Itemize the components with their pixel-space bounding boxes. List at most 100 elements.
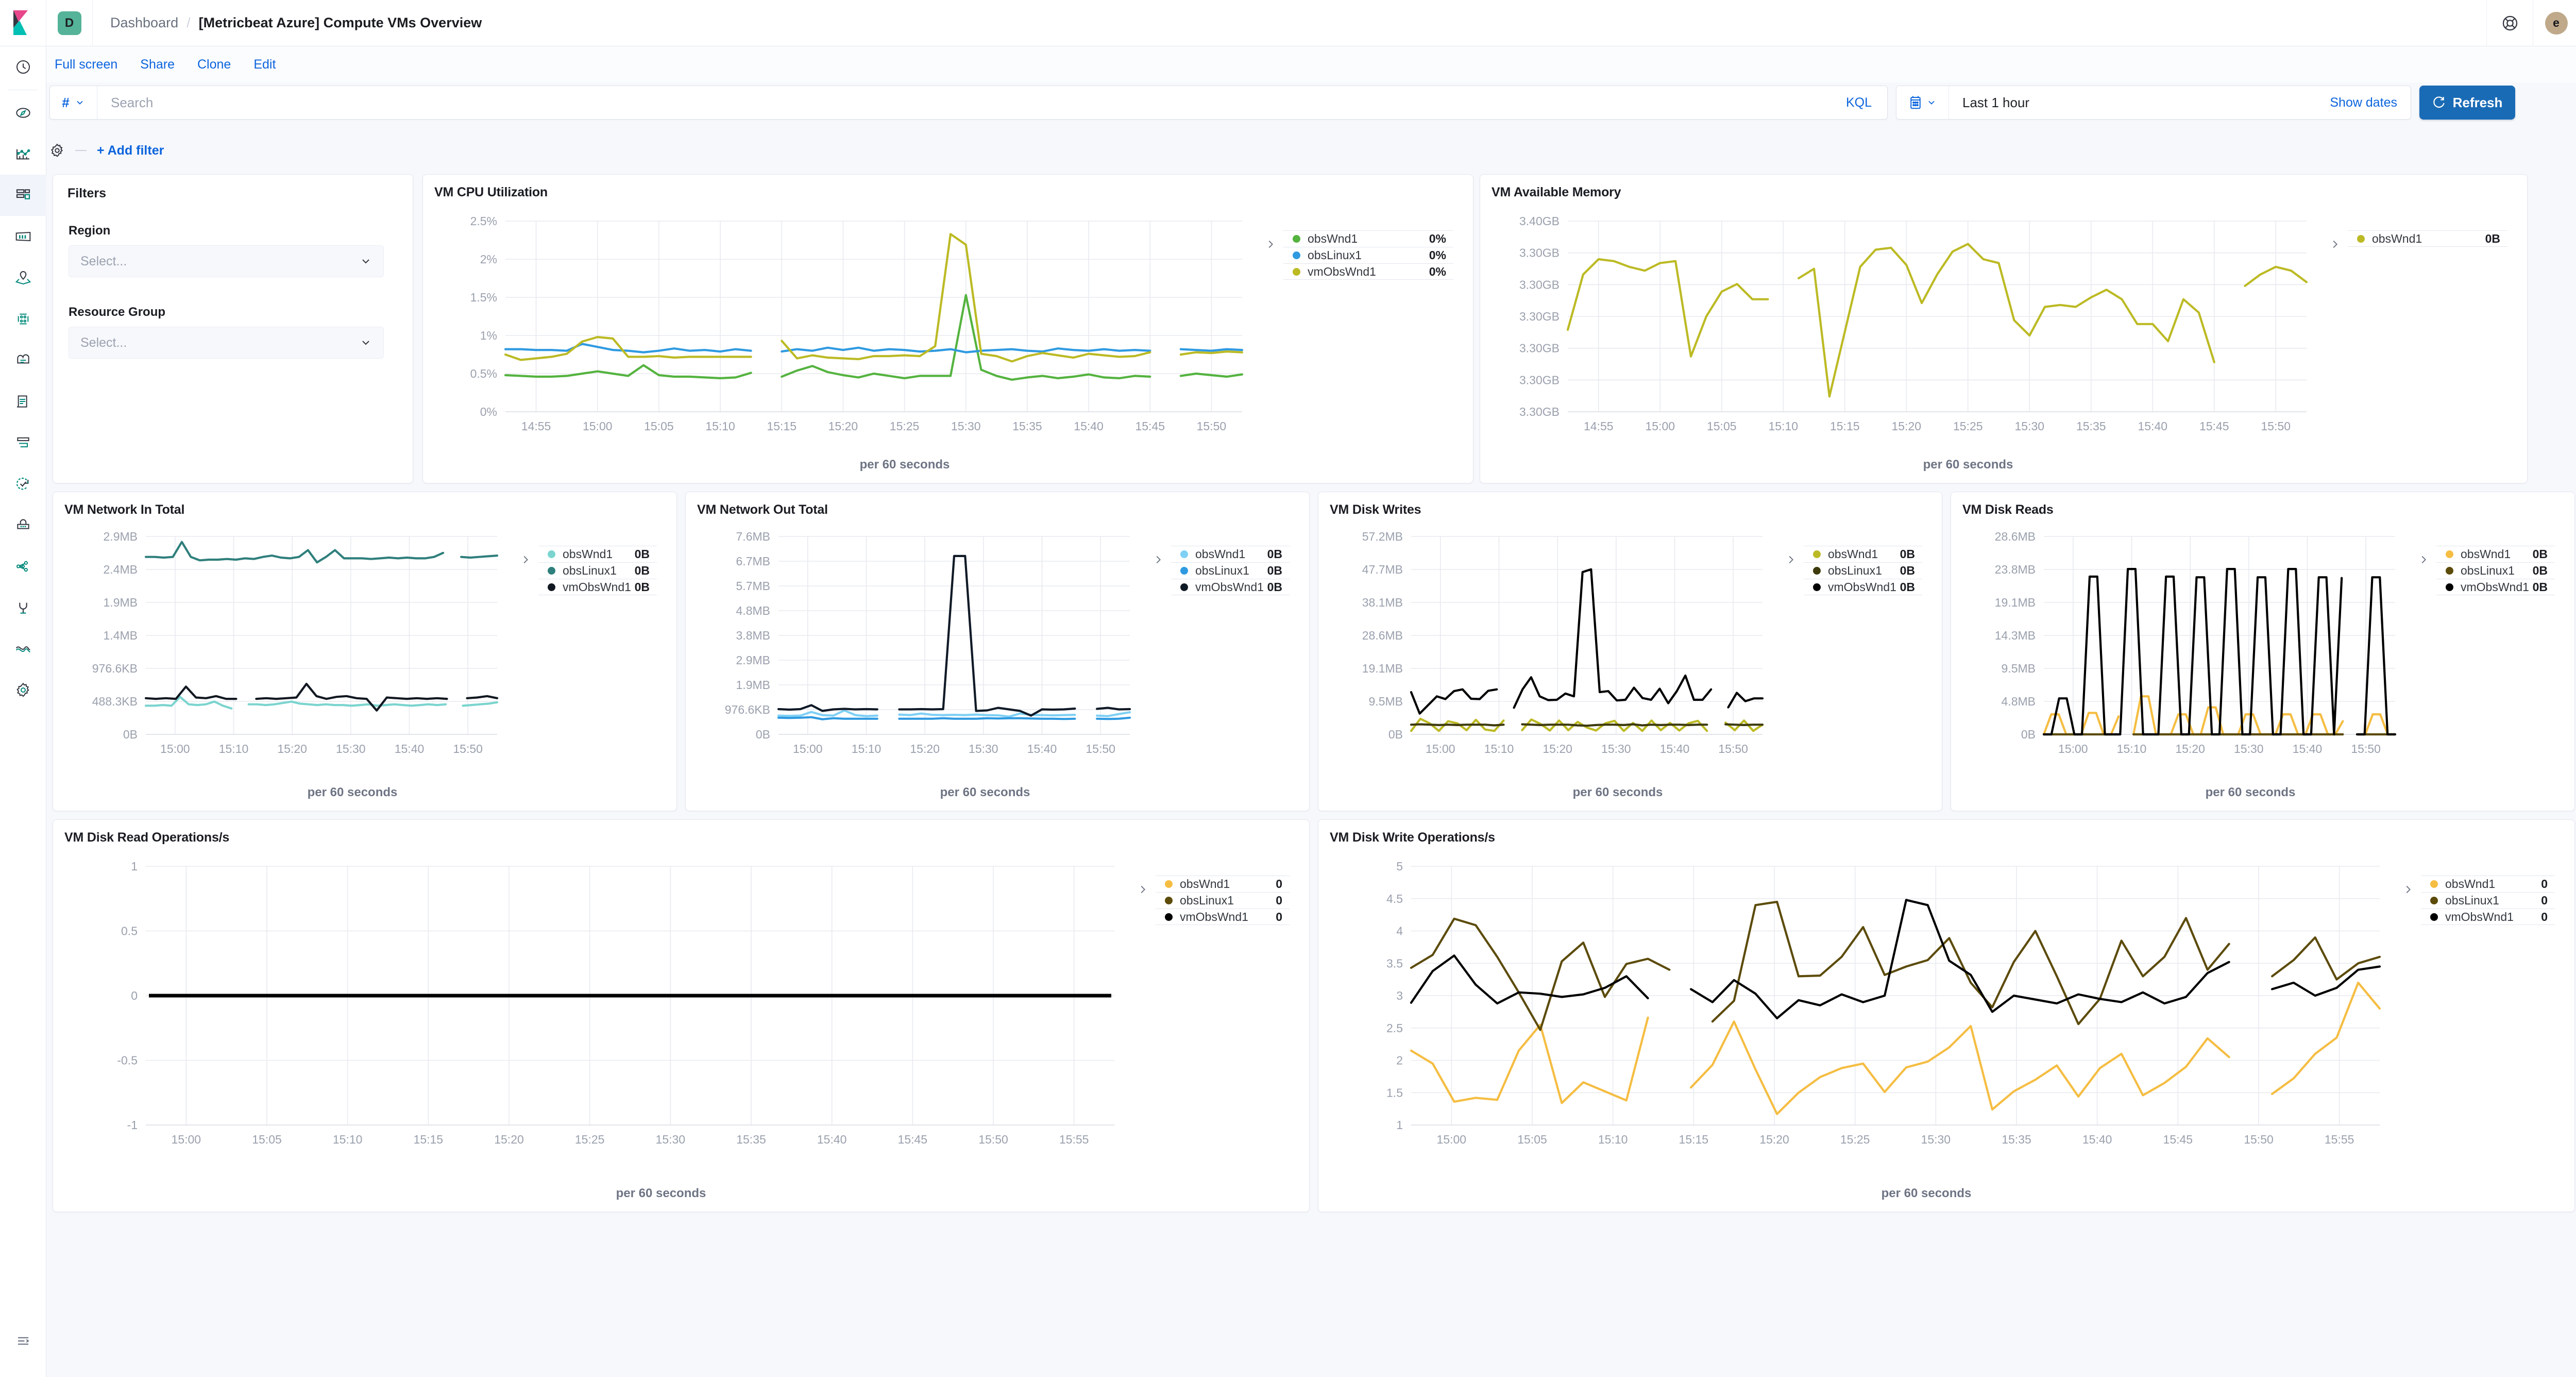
- collapse-rail-icon[interactable]: [0, 1320, 46, 1362]
- resource-group-select[interactable]: Select...: [69, 327, 384, 359]
- legend-item[interactable]: obsLinux1 0B: [2436, 562, 2555, 579]
- legend-item[interactable]: vmObsWnd1 0B: [2436, 579, 2555, 595]
- share-button[interactable]: Share: [140, 57, 175, 72]
- legend-item[interactable]: obsLinux1 0: [2421, 892, 2555, 909]
- sidebar-item-siem[interactable]: [0, 505, 46, 546]
- app-badge-cell[interactable]: D: [46, 0, 93, 46]
- legend-item[interactable]: obsLinux1 0%: [1283, 247, 1453, 263]
- sidebar-item-graph[interactable]: [0, 546, 46, 587]
- legend-item[interactable]: obsWnd1 0%: [1283, 230, 1453, 247]
- refresh-button[interactable]: Refresh: [2419, 86, 2515, 120]
- chart-panel-memory[interactable]: VM Available Memory 3.30GB 3.30GB 3.30GB 3.3…: [1480, 174, 2528, 483]
- legend-item[interactable]: obsLinux1 0B: [1171, 562, 1290, 579]
- chart-panel-cpu[interactable]: VM CPU Utilization 0% 0.5% 1% 1.5% 2% 2.5% 14:5…: [422, 174, 1473, 483]
- full-screen-button[interactable]: Full screen: [55, 57, 118, 72]
- sidebar-item-canvas[interactable]: [0, 216, 46, 257]
- show-dates-button[interactable]: Show dates: [2330, 95, 2397, 110]
- svg-text:15:10: 15:10: [705, 419, 735, 433]
- legend-expand-chevron-right-icon[interactable]: [2402, 883, 2414, 896]
- legend-expand-chevron-right-icon[interactable]: [1785, 553, 1797, 566]
- legend-item[interactable]: obsWnd1 0: [1156, 876, 1290, 892]
- svg-text:2.5: 2.5: [1386, 1021, 1403, 1035]
- legend-item[interactable]: obsLinux1 0B: [538, 562, 657, 579]
- chart-panel-disk_writes[interactable]: VM Disk Writes 0B 9.5MB 19.1MB 28.6MB 38.1MB 4…: [1318, 492, 1942, 811]
- sidebar-item-infrastructure[interactable]: [0, 340, 46, 381]
- region-select[interactable]: Select...: [69, 245, 384, 277]
- svg-text:0.5%: 0.5%: [470, 367, 497, 380]
- svg-text:15:40: 15:40: [2082, 1133, 2112, 1146]
- sidebar-item-machine-learning[interactable]: [0, 298, 46, 340]
- chart-panel-disk_reads[interactable]: VM Disk Reads 0B 4.8MB 9.5MB 14.3MB 19.1MB 23.…: [1951, 492, 2575, 811]
- svg-text:3.8MB: 3.8MB: [736, 629, 770, 642]
- sidebar-item-monitoring[interactable]: [0, 628, 46, 669]
- add-filter-button[interactable]: + Add filter: [97, 143, 164, 158]
- legend-item[interactable]: obsWnd1 0B: [2348, 230, 2507, 247]
- search-input[interactable]: # Search KQL: [49, 86, 1888, 120]
- legend-expand-chevron-right-icon[interactable]: [1137, 883, 1148, 896]
- calendar-icon[interactable]: [1896, 86, 1949, 119]
- legend-series-name: obsWnd1: [1828, 547, 1878, 561]
- breadcrumb-dashboard-link[interactable]: Dashboard: [110, 15, 179, 30]
- legend-rows: obsWnd1 0B: [2348, 230, 2507, 247]
- clone-button[interactable]: Clone: [197, 57, 231, 72]
- svg-text:4.8MB: 4.8MB: [736, 604, 770, 617]
- legend-item[interactable]: vmObsWnd1 0B: [1804, 579, 1922, 595]
- legend-color-dot: [548, 583, 555, 591]
- legend-item[interactable]: obsWnd1 0B: [538, 546, 657, 562]
- chart-panel-write_ops[interactable]: VM Disk Write Operations/s 1 1.5 2 2.5 3 3.5 4 4…: [1318, 819, 2575, 1212]
- series-line-vmObsWnd1: [1410, 568, 1764, 715]
- svg-text:15:15: 15:15: [767, 419, 796, 433]
- chart-panel-title: VM Disk Read Operations/s: [64, 830, 230, 845]
- legend-item[interactable]: vmObsWnd1 0B: [1171, 579, 1290, 595]
- recently-viewed-clock-icon[interactable]: [0, 46, 46, 88]
- edit-button[interactable]: Edit: [253, 57, 276, 72]
- legend-item[interactable]: vmObsWnd1 0%: [1283, 263, 1453, 280]
- svg-text:per 60 seconds: per 60 seconds: [1882, 1186, 1972, 1200]
- sidebar-item-uptime[interactable]: [0, 463, 46, 505]
- time-range-value[interactable]: Last 1 hour: [1962, 94, 2030, 110]
- legend-item[interactable]: obsWnd1 0B: [1804, 546, 1922, 562]
- sidebar-item-apm[interactable]: [0, 422, 46, 463]
- legend-color-dot: [2446, 567, 2453, 575]
- legend-expand-chevron-right-icon[interactable]: [1265, 238, 1276, 251]
- svg-text:3: 3: [1396, 989, 1403, 1002]
- sidebar-item-logs[interactable]: [0, 381, 46, 422]
- series-line-vmObsWnd1: [144, 682, 499, 712]
- index-pattern-selector[interactable]: #: [50, 86, 97, 119]
- legend-expand-chevron-right-icon[interactable]: [1153, 553, 1164, 566]
- legend-item[interactable]: obsWnd1 0B: [1171, 546, 1290, 562]
- sidebar-item-discover[interactable]: [0, 92, 46, 133]
- query-language-button[interactable]: KQL: [1845, 95, 1872, 110]
- gear-icon[interactable]: [49, 143, 65, 158]
- legend-color-dot: [1813, 550, 1821, 558]
- chart-panel-title: VM Disk Reads: [1962, 502, 2054, 517]
- legend-expand-chevron-right-icon[interactable]: [2329, 238, 2341, 251]
- svg-text:15:15: 15:15: [414, 1133, 444, 1146]
- legend-item[interactable]: obsWnd1 0: [2421, 876, 2555, 892]
- sidebar-item-maps[interactable]: [0, 257, 46, 298]
- sidebar-item-dev-tools[interactable]: [0, 587, 46, 628]
- help-lifering-icon[interactable]: [2486, 0, 2533, 46]
- chart-panel-net_out[interactable]: VM Network Out Total 0B 976.6KB 1.9MB 2.9MB 3…: [685, 492, 1310, 811]
- chart-panel-net_in[interactable]: VM Network In Total 0B 488.3KB 976.6KB 1.4MB…: [53, 492, 677, 811]
- elastic-kibana-logo[interactable]: [0, 0, 46, 46]
- legend-expand-chevron-right-icon[interactable]: [520, 553, 531, 566]
- svg-text:488.3KB: 488.3KB: [92, 695, 138, 708]
- legend-item[interactable]: vmObsWnd1 0: [1156, 909, 1290, 925]
- avatar[interactable]: e: [2533, 0, 2576, 46]
- legend-color-dot: [2446, 583, 2453, 591]
- series-line-obsLinux1: [1410, 723, 1764, 727]
- sidebar-item-dashboard[interactable]: [0, 175, 46, 216]
- legend-expand-chevron-right-icon[interactable]: [2418, 553, 2429, 566]
- legend-item[interactable]: obsLinux1 0B: [1804, 562, 1922, 579]
- legend-item[interactable]: obsWnd1 0B: [2436, 546, 2555, 562]
- chart-panel-read_ops[interactable]: VM Disk Read Operations/s -1 -0.5 0 0.5 1 15:0…: [53, 819, 1310, 1212]
- filter-separator: [75, 150, 87, 151]
- legend-item[interactable]: vmObsWnd1 0: [2421, 909, 2555, 925]
- time-picker[interactable]: Last 1 hour Show dates: [1896, 86, 2411, 120]
- legend-item[interactable]: obsLinux1 0: [1156, 892, 1290, 909]
- legend-item[interactable]: vmObsWnd1 0B: [538, 579, 657, 595]
- sidebar-item-visualize[interactable]: [0, 133, 46, 175]
- sidebar-item-management[interactable]: [0, 669, 46, 711]
- svg-text:15:10: 15:10: [1484, 742, 1514, 755]
